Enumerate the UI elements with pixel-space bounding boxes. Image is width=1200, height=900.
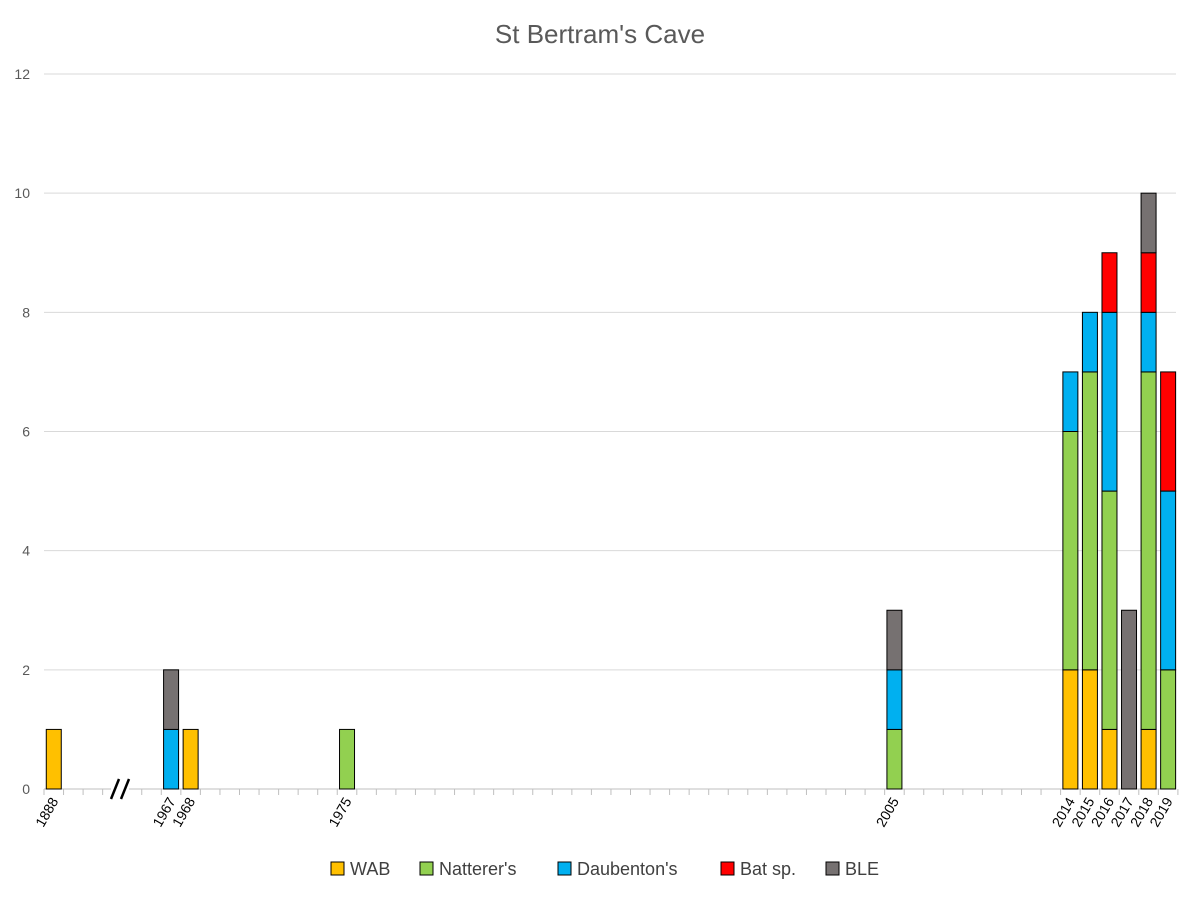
axis-break-background [111, 777, 129, 801]
bar-2005-ble [886, 609, 903, 671]
y-axis-ticks: 0 2 4 6 8 10 12 [14, 66, 30, 797]
legend-swatch [330, 861, 345, 876]
bar-2015-daubenton-s [1081, 311, 1098, 373]
bar-1888-wab [45, 728, 62, 790]
bar-1968-wab [182, 728, 199, 790]
legend-swatch [720, 861, 735, 876]
bar-2014-wab [1062, 669, 1079, 790]
x-tick-label: 1975 [325, 794, 355, 829]
bar-2018-bat-sp [1140, 252, 1157, 313]
bar-2016-natterer-s [1101, 490, 1118, 730]
bar-2005-daubenton-s [886, 669, 903, 730]
bar-1967-ble [163, 669, 180, 730]
x-tick-label: 1888 [32, 794, 62, 829]
bar-2005-natterer-s [886, 728, 903, 790]
legend-label: WAB [350, 859, 390, 879]
bar-1967-daubenton-s [163, 728, 180, 790]
bar-2019-daubenton-s [1160, 490, 1177, 671]
axis-break-mark [109, 777, 131, 801]
axis-break-slash [119, 778, 131, 800]
bar-2018-natterer-s [1140, 371, 1157, 730]
y-tick-label: 0 [22, 781, 30, 797]
bar-2014-natterer-s [1062, 431, 1079, 671]
legend-swatch [419, 861, 434, 876]
bar-2018-daubenton-s [1140, 311, 1157, 373]
y-tick-label: 8 [22, 304, 30, 320]
chart-title: St Bertram's Cave [495, 19, 705, 49]
bar-2014-daubenton-s [1062, 371, 1079, 432]
bar-2018-ble [1140, 192, 1157, 254]
legend-label: Daubenton's [577, 859, 678, 879]
legend-swatch [557, 861, 572, 876]
y-tick-label: 4 [22, 543, 30, 559]
legend-label: BLE [845, 859, 879, 879]
bar-2015-wab [1081, 669, 1098, 790]
bar-2016-bat-sp [1101, 252, 1118, 313]
legend-label: Bat sp. [740, 859, 796, 879]
bar-2015-natterer-s [1081, 371, 1098, 671]
y-tick-label: 6 [22, 424, 30, 440]
y-tick-label: 12 [14, 66, 30, 82]
bar-2017-ble [1121, 609, 1138, 790]
bar-2019-bat-sp [1160, 371, 1177, 492]
bar-2018-wab [1140, 728, 1157, 790]
legend-label: Natterer's [439, 859, 516, 879]
x-axis [43, 788, 1179, 795]
legend: WAB Natterer's Daubenton's Bat sp. BLE [330, 859, 879, 879]
bar-1975-natterer-s [339, 728, 356, 790]
bar-2016-daubenton-s [1101, 311, 1118, 492]
axis-break-slash [109, 778, 121, 800]
gridlines [44, 73, 1176, 671]
bar-2016-wab [1101, 728, 1118, 790]
bar-2019-natterer-s [1160, 669, 1177, 790]
legend-swatch [825, 861, 840, 876]
y-tick-label: 10 [14, 185, 30, 201]
y-tick-label: 2 [22, 662, 30, 678]
bars [45, 192, 1177, 790]
x-tick-label: 2005 [873, 794, 903, 829]
